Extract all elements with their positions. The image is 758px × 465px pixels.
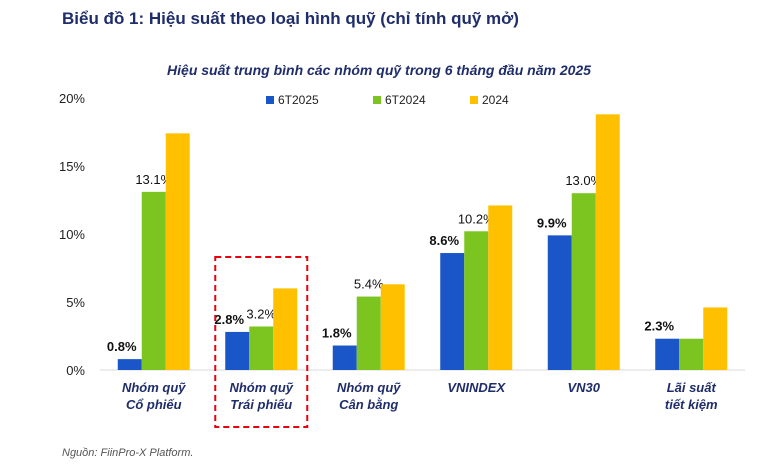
category-label: tiết kiệm xyxy=(665,397,718,412)
bar-2024 xyxy=(488,205,513,370)
bar-2024 xyxy=(165,133,190,370)
bar-6T2024 xyxy=(571,193,596,370)
legend-label-2024: 2024 xyxy=(482,93,509,107)
bar-6T2025 xyxy=(547,235,572,370)
category-label: VN30 xyxy=(567,380,600,395)
bar-6T2025 xyxy=(332,345,357,370)
y-tick-label: 0% xyxy=(66,363,85,378)
data-label-6T2024: 13.0% xyxy=(565,173,602,188)
category-label: VNINDEX xyxy=(447,380,506,395)
bar-2024 xyxy=(595,114,620,370)
legend-swatch-6T2025 xyxy=(266,96,274,104)
y-tick-label: 10% xyxy=(59,227,85,242)
category-label: Nhóm quỹ xyxy=(337,380,401,395)
category-label: Nhóm quỹ xyxy=(229,380,293,395)
category-label: Trái phiếu xyxy=(230,397,292,412)
category-label: Cân bằng xyxy=(339,397,398,412)
chart-title: Hiệu suất trung bình các nhóm quỹ trong … xyxy=(167,62,591,78)
bar-6T2024 xyxy=(356,296,381,370)
category-label: Nhóm quỹ xyxy=(122,380,186,395)
y-tick-label: 15% xyxy=(59,159,85,174)
bar-6T2024 xyxy=(464,231,489,370)
bar-2024 xyxy=(703,307,728,370)
highlight-box xyxy=(214,256,309,428)
data-label-6T2025: 2.8% xyxy=(214,312,244,327)
data-label-6T2025: 1.8% xyxy=(322,326,352,341)
y-tick-label: 20% xyxy=(59,91,85,106)
source-note: Nguồn: FiinPro-X Platform. xyxy=(62,447,194,459)
bar-6T2024 xyxy=(141,191,166,370)
data-label-6T2025: 8.6% xyxy=(429,233,459,248)
bar-2024 xyxy=(273,288,298,370)
data-label-6T2024: 3.2% xyxy=(246,306,276,321)
data-label-6T2025: 2.3% xyxy=(644,319,674,334)
legend-swatch-2024 xyxy=(470,96,478,104)
page-title: Biểu đồ 1: Hiệu suất theo loại hình quỹ … xyxy=(62,9,519,28)
y-tick-label: 5% xyxy=(66,295,85,310)
bar-2024 xyxy=(380,284,405,370)
bar-6T2025 xyxy=(655,338,680,370)
bar-6T2024 xyxy=(249,326,274,370)
legend-label-6T2025: 6T2025 xyxy=(278,93,319,107)
bar-6T2024 xyxy=(679,338,704,370)
bar-6T2025 xyxy=(440,253,465,370)
data-label-6T2025: 9.9% xyxy=(537,215,567,230)
data-label-6T2024: 5.4% xyxy=(354,277,384,292)
bar-6T2025 xyxy=(225,331,250,370)
category-label: Cổ phiếu xyxy=(126,397,182,412)
data-label-6T2024: 10.2% xyxy=(458,211,495,226)
data-label-6T2025: 0.8% xyxy=(107,339,137,354)
legend-swatch-6T2024 xyxy=(373,96,381,104)
bar-6T2025 xyxy=(117,359,142,370)
legend-label-6T2024: 6T2024 xyxy=(385,93,426,107)
category-label: Lãi suất xyxy=(667,380,717,395)
data-label-6T2024: 13.1% xyxy=(135,172,172,187)
